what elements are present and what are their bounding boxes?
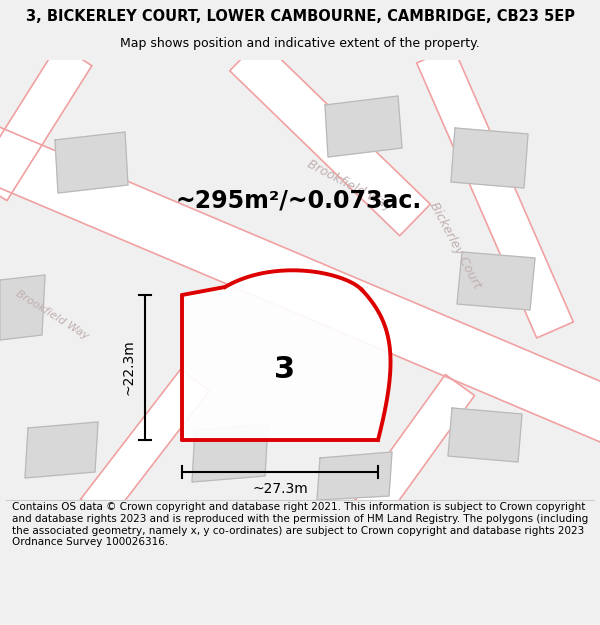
Polygon shape (0, 44, 92, 201)
Polygon shape (182, 271, 391, 440)
Text: 3: 3 (274, 356, 296, 384)
Polygon shape (25, 422, 98, 478)
Polygon shape (448, 408, 522, 462)
Text: Brookfield Way: Brookfield Way (14, 289, 90, 341)
Text: Brookfield Way: Brookfield Way (305, 158, 395, 212)
Text: Bickerley Court: Bickerley Court (427, 199, 483, 291)
Polygon shape (416, 47, 574, 338)
Polygon shape (0, 275, 45, 340)
Polygon shape (355, 374, 475, 521)
Text: ~27.3m: ~27.3m (252, 482, 308, 496)
Text: ~295m²/~0.073ac.: ~295m²/~0.073ac. (175, 188, 421, 212)
Polygon shape (457, 252, 535, 310)
Polygon shape (230, 39, 430, 236)
Polygon shape (317, 452, 392, 500)
Text: Map shows position and indicative extent of the property.: Map shows position and indicative extent… (120, 38, 480, 50)
Polygon shape (55, 132, 128, 193)
Polygon shape (325, 96, 402, 157)
Polygon shape (451, 128, 528, 188)
Polygon shape (192, 424, 268, 482)
Text: Contains OS data © Crown copyright and database right 2021. This information is : Contains OS data © Crown copyright and d… (12, 503, 588, 548)
Polygon shape (81, 369, 209, 521)
Text: ~22.3m: ~22.3m (121, 339, 135, 396)
Text: 3, BICKERLEY COURT, LOWER CAMBOURNE, CAMBRIDGE, CB23 5EP: 3, BICKERLEY COURT, LOWER CAMBOURNE, CAM… (25, 9, 575, 24)
Polygon shape (0, 119, 600, 446)
